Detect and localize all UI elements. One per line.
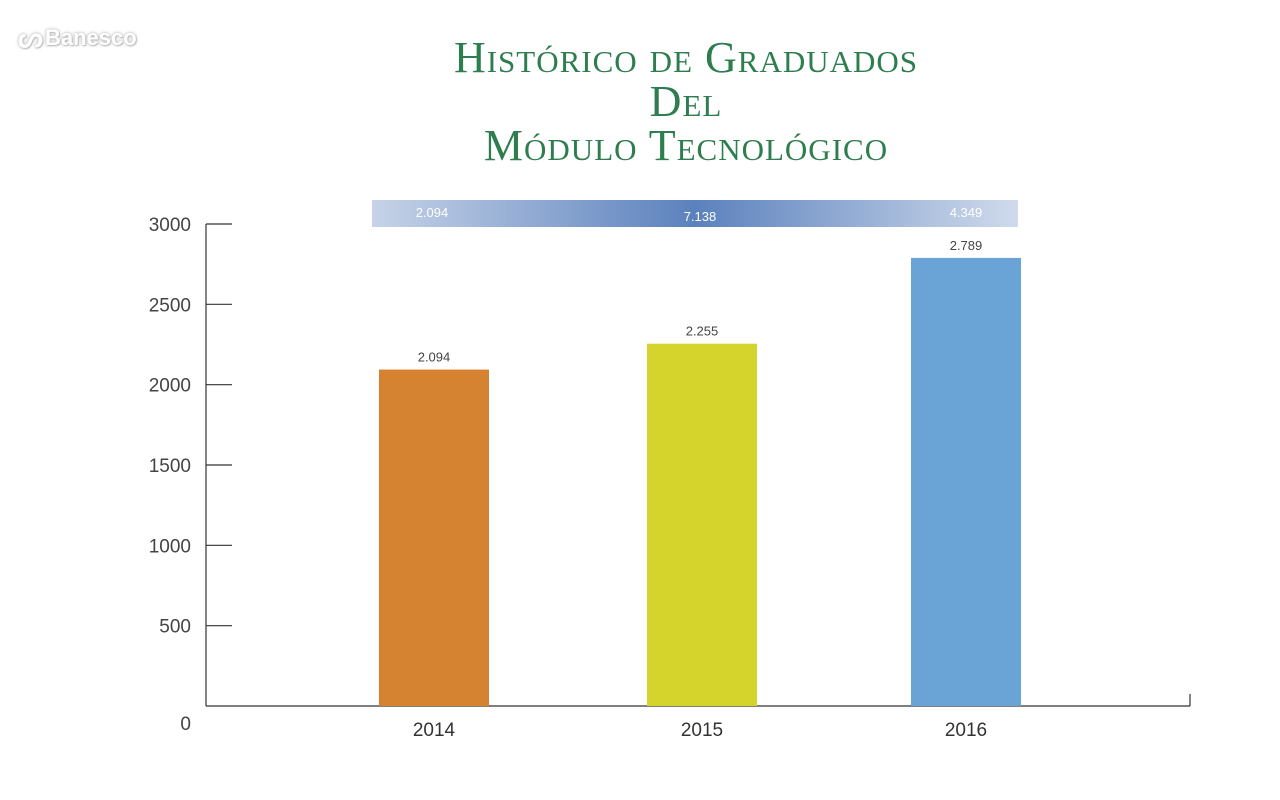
y-tick-label: 2000: [149, 376, 191, 397]
logo-text: Banesco: [44, 25, 137, 50]
bar-value-label: 2.789: [950, 238, 983, 253]
x-tick-label: 2014: [413, 720, 456, 741]
cumulative-label: 7.138: [684, 209, 717, 224]
chart-title: Histórico de Graduados Del Módulo Tecnol…: [0, 36, 1280, 168]
cumulative-label: 4.349: [950, 205, 983, 220]
logo-mark-icon: ᔕ: [18, 22, 43, 53]
cumulative-label: 2.094: [416, 205, 449, 220]
y-tick-label: 500: [159, 617, 191, 638]
title-line-1: Histórico de Graduados: [453, 33, 919, 82]
bar: [379, 369, 489, 706]
y-tick-label: 0: [180, 714, 191, 735]
title-line-3: Módulo Tecnológico: [483, 121, 889, 170]
y-tick-label: 1000: [149, 536, 191, 557]
bar: [911, 257, 1021, 706]
title-line-2: Del: [649, 77, 723, 126]
x-tick-label: 2016: [945, 720, 987, 741]
bar-value-label: 2.094: [418, 350, 451, 365]
cumulative-band: [372, 200, 1018, 227]
y-tick-label: 1500: [149, 456, 191, 477]
y-tick-label: 2500: [149, 295, 191, 316]
y-tick-label: 3000: [149, 215, 191, 236]
x-tick-label: 2015: [681, 720, 723, 741]
bar: [647, 343, 757, 706]
banesco-logo: ᔕ Banesco: [18, 24, 137, 52]
bar-value-label: 2.255: [686, 324, 719, 339]
